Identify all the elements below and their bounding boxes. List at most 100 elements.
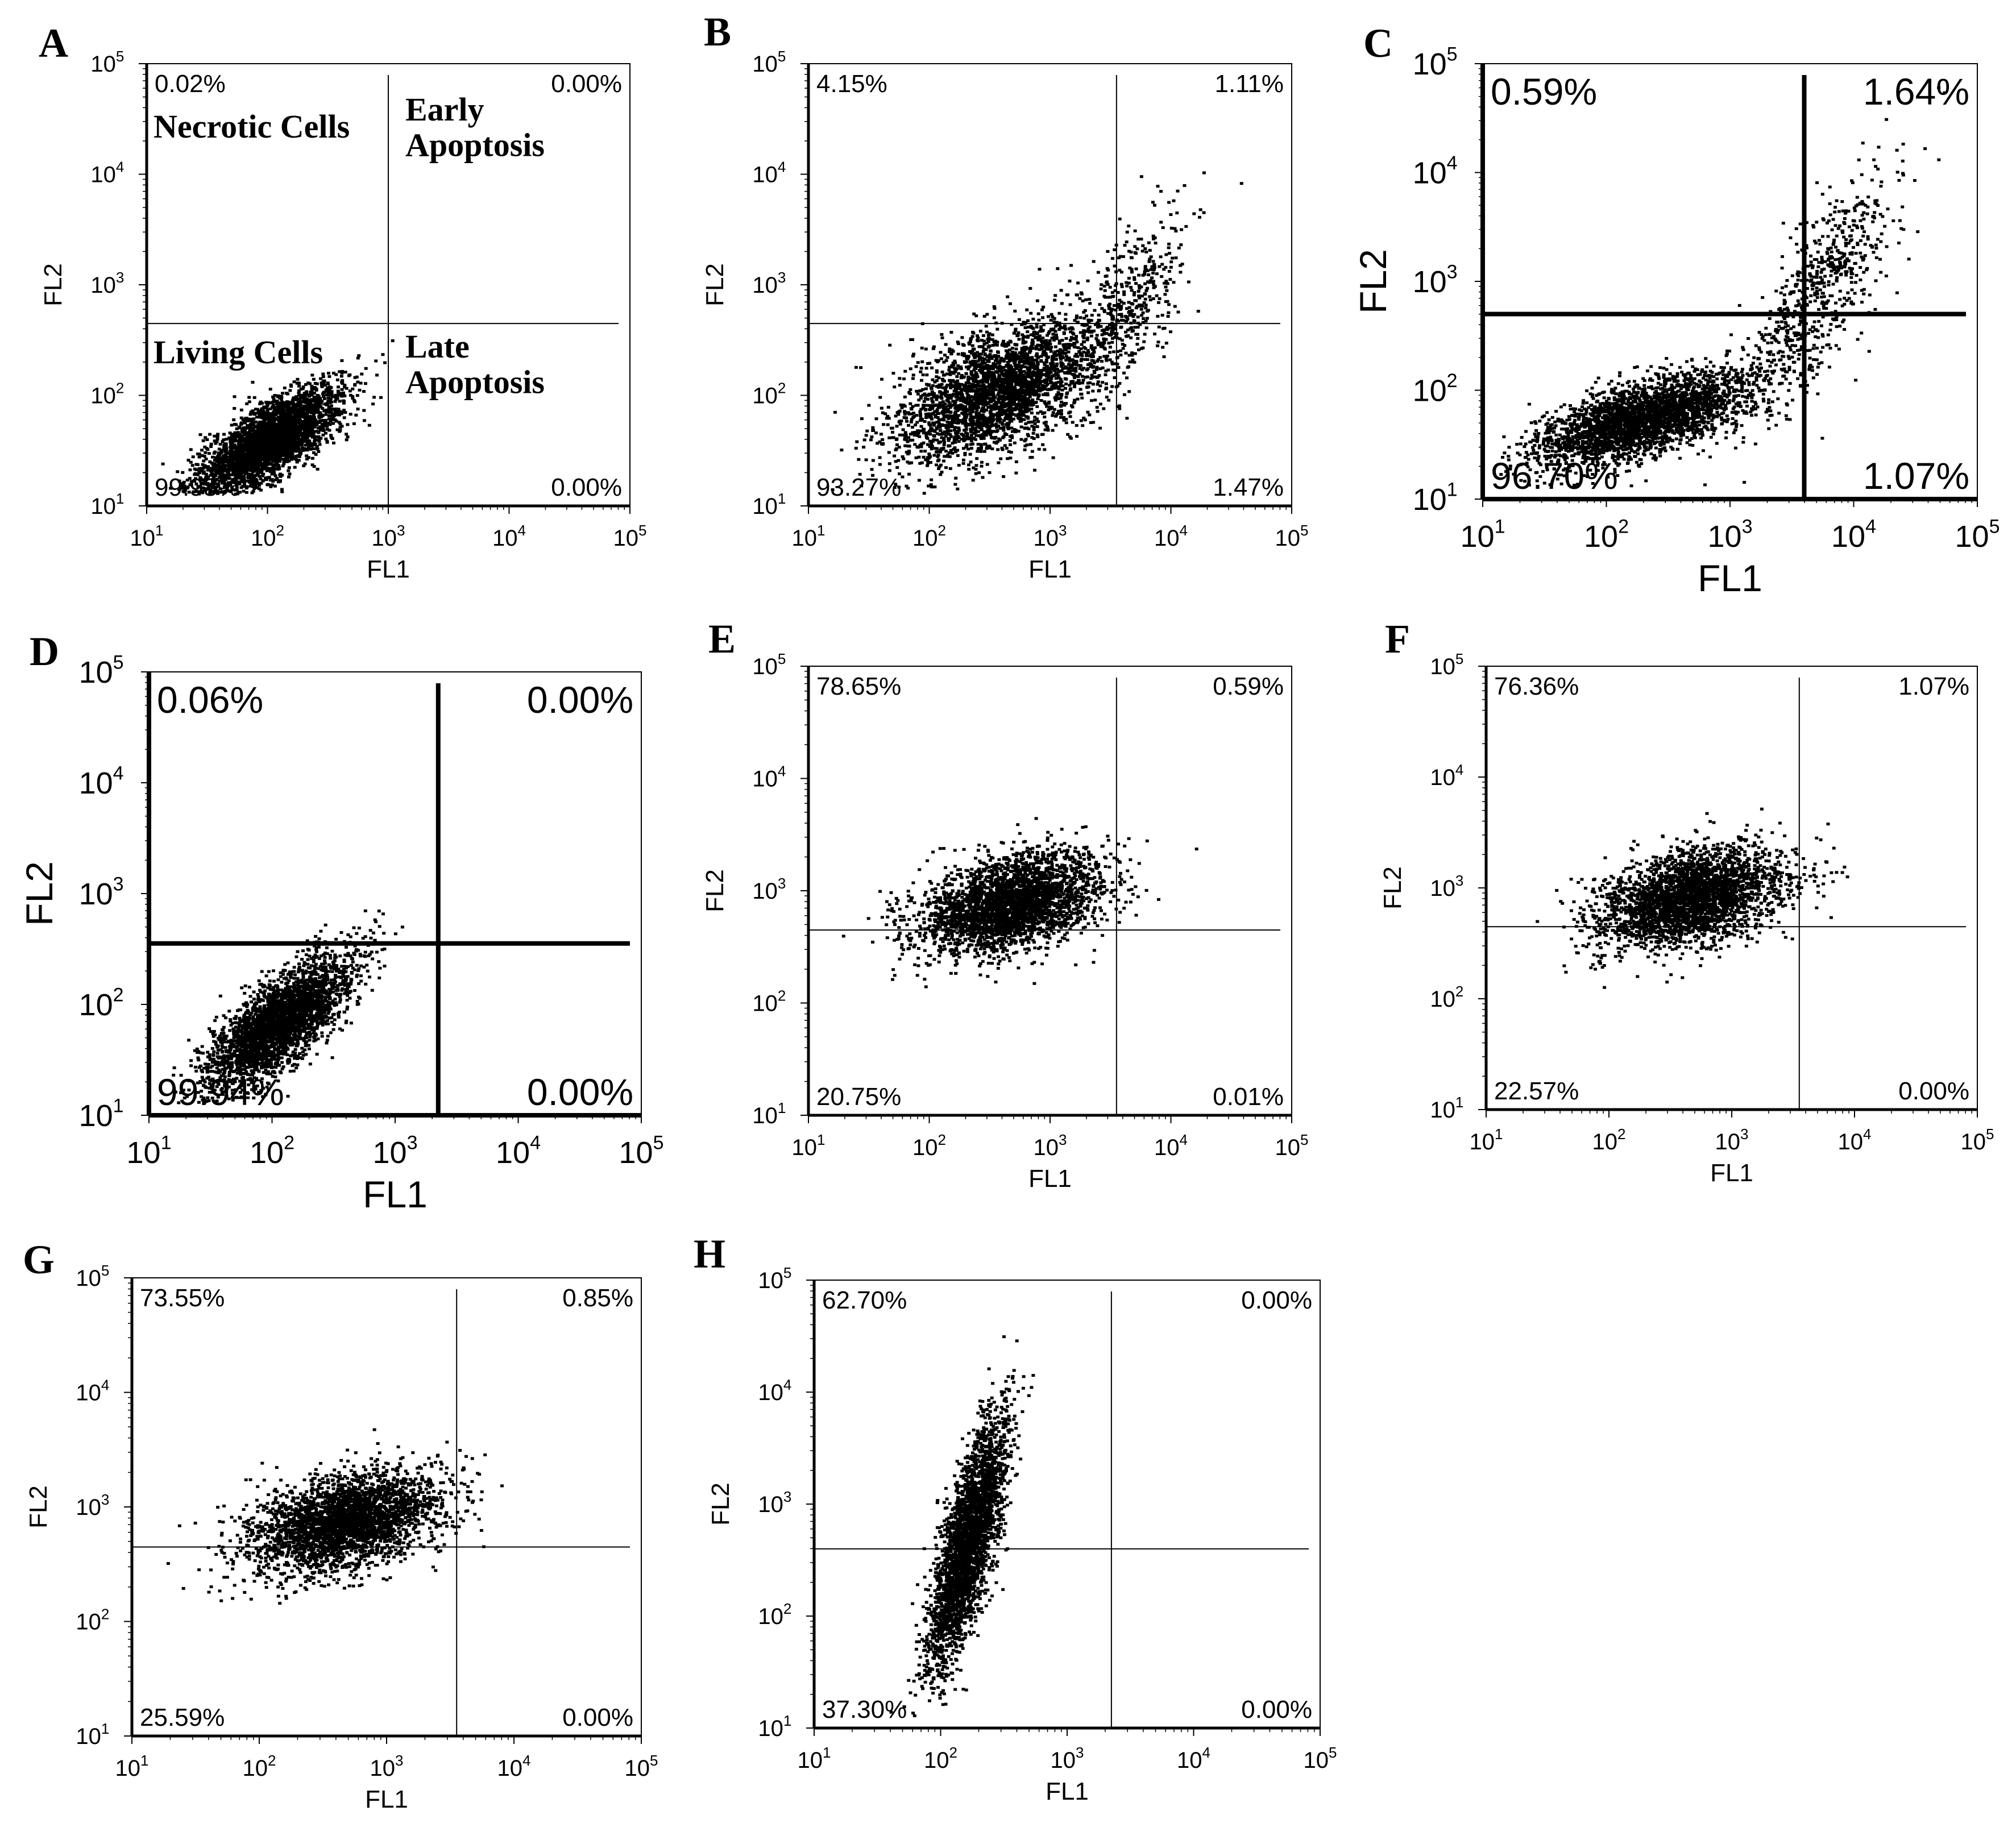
scatter-point (331, 395, 335, 398)
scatter-point (289, 417, 293, 421)
scatter-point (254, 420, 258, 423)
scatter-point (969, 447, 973, 450)
scatter-point (1047, 402, 1051, 405)
scatter-point (243, 454, 246, 458)
scatter-point (263, 458, 267, 461)
scatter-point (1113, 376, 1117, 379)
scatter-point (969, 443, 973, 446)
scatter-point (951, 451, 955, 455)
scatter-point (992, 316, 996, 319)
scatter-point (357, 354, 361, 358)
scatter-point (938, 450, 942, 454)
scatter-point (325, 427, 329, 431)
scatter-point (355, 375, 359, 379)
scatter-point (203, 480, 207, 483)
scatter-point (1064, 396, 1068, 399)
scatter-point (181, 471, 185, 474)
scatter-point (315, 400, 319, 403)
scatter-point (859, 366, 863, 369)
scatter-point (329, 391, 333, 394)
scatter-point (213, 459, 217, 462)
scatter-point (268, 430, 272, 433)
scatter-point (242, 431, 246, 434)
scatter-point (252, 485, 256, 488)
scatter-point (327, 372, 330, 375)
scatter-point (219, 464, 223, 468)
scatter-point (291, 430, 295, 433)
scatter-point (338, 429, 342, 432)
scatter-point (246, 479, 250, 483)
scatter-point (222, 466, 226, 469)
scatter-point (909, 402, 912, 405)
scatter-points (831, 171, 1243, 495)
scatter-point (223, 460, 227, 464)
scatter-point (296, 437, 300, 440)
scatter-point (284, 441, 288, 444)
scatter-point (226, 481, 230, 484)
scatter-point (259, 481, 263, 485)
scatter-point (289, 450, 293, 453)
scatter-point (353, 384, 357, 387)
scatter-point (317, 435, 321, 438)
scatter-point (213, 434, 217, 438)
scatter-point (334, 393, 338, 397)
scatter-point (305, 454, 309, 458)
panel-b: B101101102102103103104104105105FL1FL24.1… (701, 9, 1308, 583)
scatter-point (308, 382, 312, 385)
scatter-point (965, 445, 969, 448)
scatter-point (1051, 456, 1055, 459)
scatter-point (268, 418, 272, 422)
scatter-point (257, 431, 261, 434)
scatter-point (276, 430, 280, 433)
scatter-point (278, 421, 282, 425)
scatter-point (250, 473, 254, 476)
y-tick-label: 101 (90, 490, 124, 519)
scatter-point (374, 359, 378, 363)
scatter-point (267, 437, 271, 441)
scatter-point (1060, 302, 1064, 305)
scatter-point (1045, 425, 1049, 429)
scatter-point (247, 430, 251, 434)
scatter-point (1050, 346, 1053, 349)
scatter-point (1067, 412, 1071, 414)
scatter-point (1080, 343, 1084, 346)
scatter-point (1027, 427, 1031, 431)
scatter-point (283, 450, 286, 453)
scatter-point (278, 432, 282, 435)
scatter-point (196, 463, 200, 466)
scatter-point (341, 369, 344, 373)
scatter-point (1081, 381, 1085, 385)
scatter-point (335, 428, 339, 431)
scatter-point (226, 455, 230, 459)
scatter-point (228, 431, 232, 435)
scatter-point (296, 408, 300, 412)
scatter-point (286, 435, 290, 439)
scatter-point (381, 353, 385, 356)
scatter-point (304, 383, 308, 386)
scatter-point (243, 441, 247, 444)
scatter-point (282, 460, 286, 463)
scatter-point (235, 483, 238, 487)
scatter-point (367, 423, 371, 427)
scatter-point (320, 422, 324, 426)
scatter-point (237, 456, 241, 460)
scatter-point (926, 437, 930, 440)
scatter-point (242, 481, 246, 484)
scatter-point (198, 490, 202, 493)
scatter-point (296, 401, 300, 405)
scatter-point (242, 452, 246, 455)
scatter-point (235, 492, 239, 496)
scatter-point (346, 435, 350, 439)
scatter-point (891, 430, 894, 434)
scatter-point (233, 431, 237, 434)
scatter-point (283, 401, 287, 405)
scatter-point (240, 457, 244, 460)
scatter-point (293, 433, 297, 436)
scatter-point (294, 443, 298, 446)
scatter-point (1058, 356, 1062, 359)
scatter-point (299, 393, 303, 397)
scatter-point (303, 429, 307, 433)
scatter-point (1006, 295, 1010, 298)
scatter-point (254, 426, 258, 429)
scatter-point (1107, 342, 1111, 345)
